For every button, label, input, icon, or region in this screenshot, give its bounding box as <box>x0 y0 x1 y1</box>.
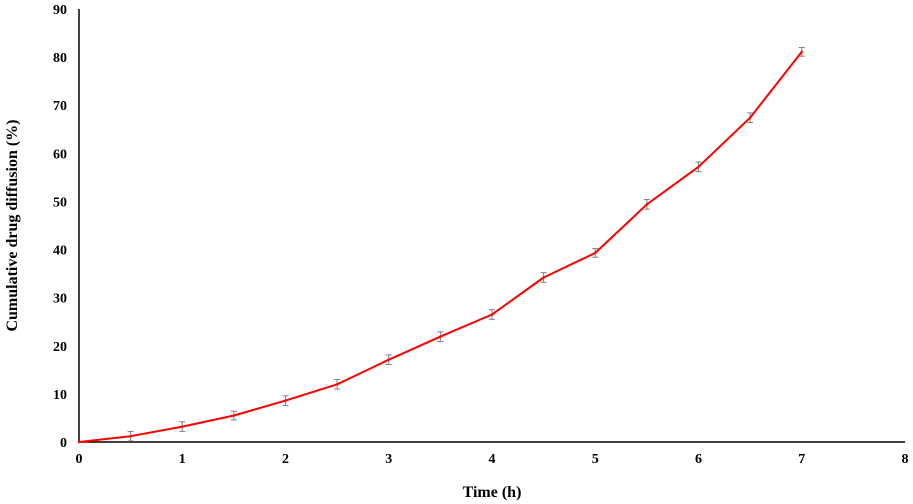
y-tick-label: 10 <box>53 388 67 403</box>
y-tick-label: 40 <box>53 244 67 259</box>
data-point <box>800 50 803 54</box>
y-tick-label: 80 <box>53 51 67 66</box>
data-point <box>490 313 494 316</box>
y-tick-label: 70 <box>53 99 67 114</box>
error-bars <box>127 46 805 442</box>
x-tick-label: 2 <box>282 452 289 467</box>
y-tick-label: 30 <box>53 292 67 307</box>
x-tick-label: 5 <box>592 452 599 467</box>
data-point <box>594 251 597 255</box>
series-line <box>78 51 803 443</box>
y-tick-label: 90 <box>53 3 67 18</box>
data-point <box>439 335 442 338</box>
x-tick-labels: 0 1 2 3 4 5 6 7 8 <box>76 452 909 467</box>
x-tick-label: 8 <box>902 452 909 467</box>
y-tick-label: 60 <box>53 147 67 162</box>
data-point <box>129 435 132 438</box>
x-axis-title: Time (h) <box>463 484 522 501</box>
data-point <box>181 425 184 428</box>
y-axis-title: Cumulative drug diffusion (%) <box>4 119 21 331</box>
x-tick-label: 1 <box>179 452 186 467</box>
x-tick-label: 6 <box>695 452 702 467</box>
data-point <box>284 399 287 402</box>
series-group <box>77 50 803 444</box>
y-tick-label: 50 <box>53 195 67 210</box>
data-point <box>387 358 390 361</box>
x-tick-label: 3 <box>385 452 392 467</box>
y-tick-label: 20 <box>53 340 67 355</box>
axes <box>78 9 905 443</box>
data-point <box>645 203 649 206</box>
x-tick-label: 7 <box>798 452 805 467</box>
y-tick-labels: 0 10 20 30 40 50 60 70 80 90 <box>53 3 67 451</box>
data-point <box>542 276 545 279</box>
y-tick-label: 0 <box>60 436 67 451</box>
data-point <box>77 440 81 444</box>
x-tick-label: 0 <box>76 452 83 467</box>
data-point <box>748 116 752 119</box>
x-tick-label: 4 <box>489 452 496 467</box>
data-point <box>697 165 700 169</box>
data-point <box>232 414 236 417</box>
data-point <box>335 383 339 386</box>
